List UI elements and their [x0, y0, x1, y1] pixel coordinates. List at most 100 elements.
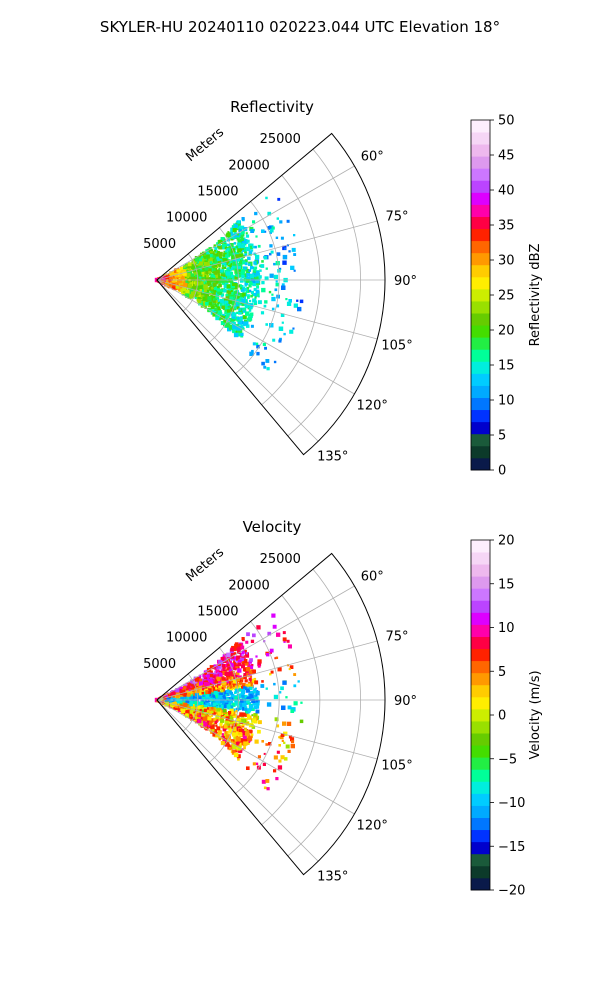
echo-cell [240, 677, 244, 681]
echo-cell [184, 687, 188, 691]
echo-cell [212, 273, 216, 277]
echo-cell [208, 247, 212, 250]
echo-cell [212, 697, 216, 701]
echo-cell [206, 262, 211, 267]
reflectivity-panel: Reflectivity 5000 10000 15000 20000 25000 Mete… [143, 98, 543, 479]
echo-cell [267, 226, 272, 230]
echo-cell [235, 254, 240, 259]
echo-cell [190, 273, 195, 277]
echo-cell [250, 265, 254, 270]
echo-cell [260, 684, 265, 688]
echo-cell [252, 678, 256, 683]
echo-cell [207, 299, 212, 303]
echo-cell [220, 278, 225, 283]
echo-cell [293, 701, 298, 706]
echo-cell [234, 749, 238, 753]
echo-cell [229, 667, 232, 670]
echo-cell [183, 282, 188, 287]
echo-cell [211, 680, 216, 686]
echo-cell [240, 268, 246, 274]
echo-cell [195, 268, 200, 273]
echo-cell [238, 228, 243, 232]
echo-cell [246, 667, 251, 672]
echo-cell [236, 726, 240, 730]
echo-cell [209, 697, 213, 701]
echo-cell [276, 304, 280, 308]
colorbar-tick-label: 50 [498, 114, 515, 129]
echo-cell [221, 244, 225, 248]
echo-cell [195, 261, 199, 265]
echo-cell [179, 274, 182, 277]
echo-cell [233, 752, 239, 758]
echo-cell [205, 713, 208, 716]
echo-cell [234, 699, 237, 703]
echo-cell [221, 708, 224, 712]
echo-cell [224, 731, 227, 735]
echo-cell [254, 276, 259, 281]
echo-cell [255, 235, 258, 238]
echo-cell [202, 300, 206, 303]
echo-cell [254, 266, 258, 270]
echo-cell [282, 680, 287, 685]
echo-cell [201, 277, 204, 280]
echo-cell [218, 665, 223, 670]
echo-cell [177, 288, 181, 291]
echo-cell [284, 247, 287, 250]
echo-cell [204, 725, 207, 728]
echo-cell [223, 681, 227, 685]
echo-cell [246, 696, 251, 702]
echo-cell [212, 252, 215, 255]
echo-cell [190, 700, 193, 704]
echo-cell [233, 662, 236, 665]
echo-cell [244, 679, 248, 683]
echo-cell [280, 686, 284, 691]
echo-cell [185, 713, 188, 716]
echo-cell [197, 683, 202, 688]
echo-cell [194, 693, 199, 698]
colorbar-tick-label: −5 [498, 752, 517, 767]
echo-cell [225, 734, 230, 739]
echo-cell [204, 279, 207, 283]
echo-cell [186, 685, 190, 689]
echo-cell [237, 320, 243, 325]
echo-cell [273, 274, 279, 280]
echo-cell [243, 321, 248, 326]
echo-cell [244, 262, 248, 266]
azimuth-tick-label: 75° [386, 210, 409, 225]
echo-cell [254, 274, 257, 278]
echo-cell [222, 727, 227, 732]
echo-cell [206, 274, 210, 278]
echo-cell [231, 306, 234, 309]
echo-cell [221, 664, 225, 668]
echo-cell [246, 672, 250, 677]
echo-cell [248, 670, 253, 674]
echo-cell [218, 700, 222, 704]
echo-cell [198, 706, 203, 711]
echo-cell [218, 245, 223, 250]
echo-cell [234, 644, 238, 648]
echo-cell [254, 296, 257, 299]
echo-cell [214, 674, 219, 679]
echo-cell [203, 689, 207, 693]
echo-cell [202, 701, 205, 704]
echo-cell [214, 247, 218, 250]
echo-cell [223, 276, 227, 280]
echo-cell [195, 272, 198, 275]
colorbar-tick-label: 20 [498, 534, 515, 549]
echo-cell [227, 267, 230, 270]
echo-cell [235, 303, 240, 308]
echo-cell [252, 272, 255, 275]
echo-cell [232, 726, 236, 730]
echo-cell [228, 671, 233, 676]
echo-cell [241, 303, 244, 306]
colorbar-swatch [471, 132, 490, 145]
range-tick-label: 10000 [166, 211, 207, 226]
echo-cell [199, 261, 203, 266]
echo-cell [230, 739, 234, 742]
echo-cell [196, 713, 200, 716]
echo-cell [185, 700, 189, 703]
echo-cell [226, 324, 231, 328]
echo-cell [193, 258, 196, 261]
echo-cell [293, 673, 297, 676]
echo-cell [237, 706, 242, 711]
